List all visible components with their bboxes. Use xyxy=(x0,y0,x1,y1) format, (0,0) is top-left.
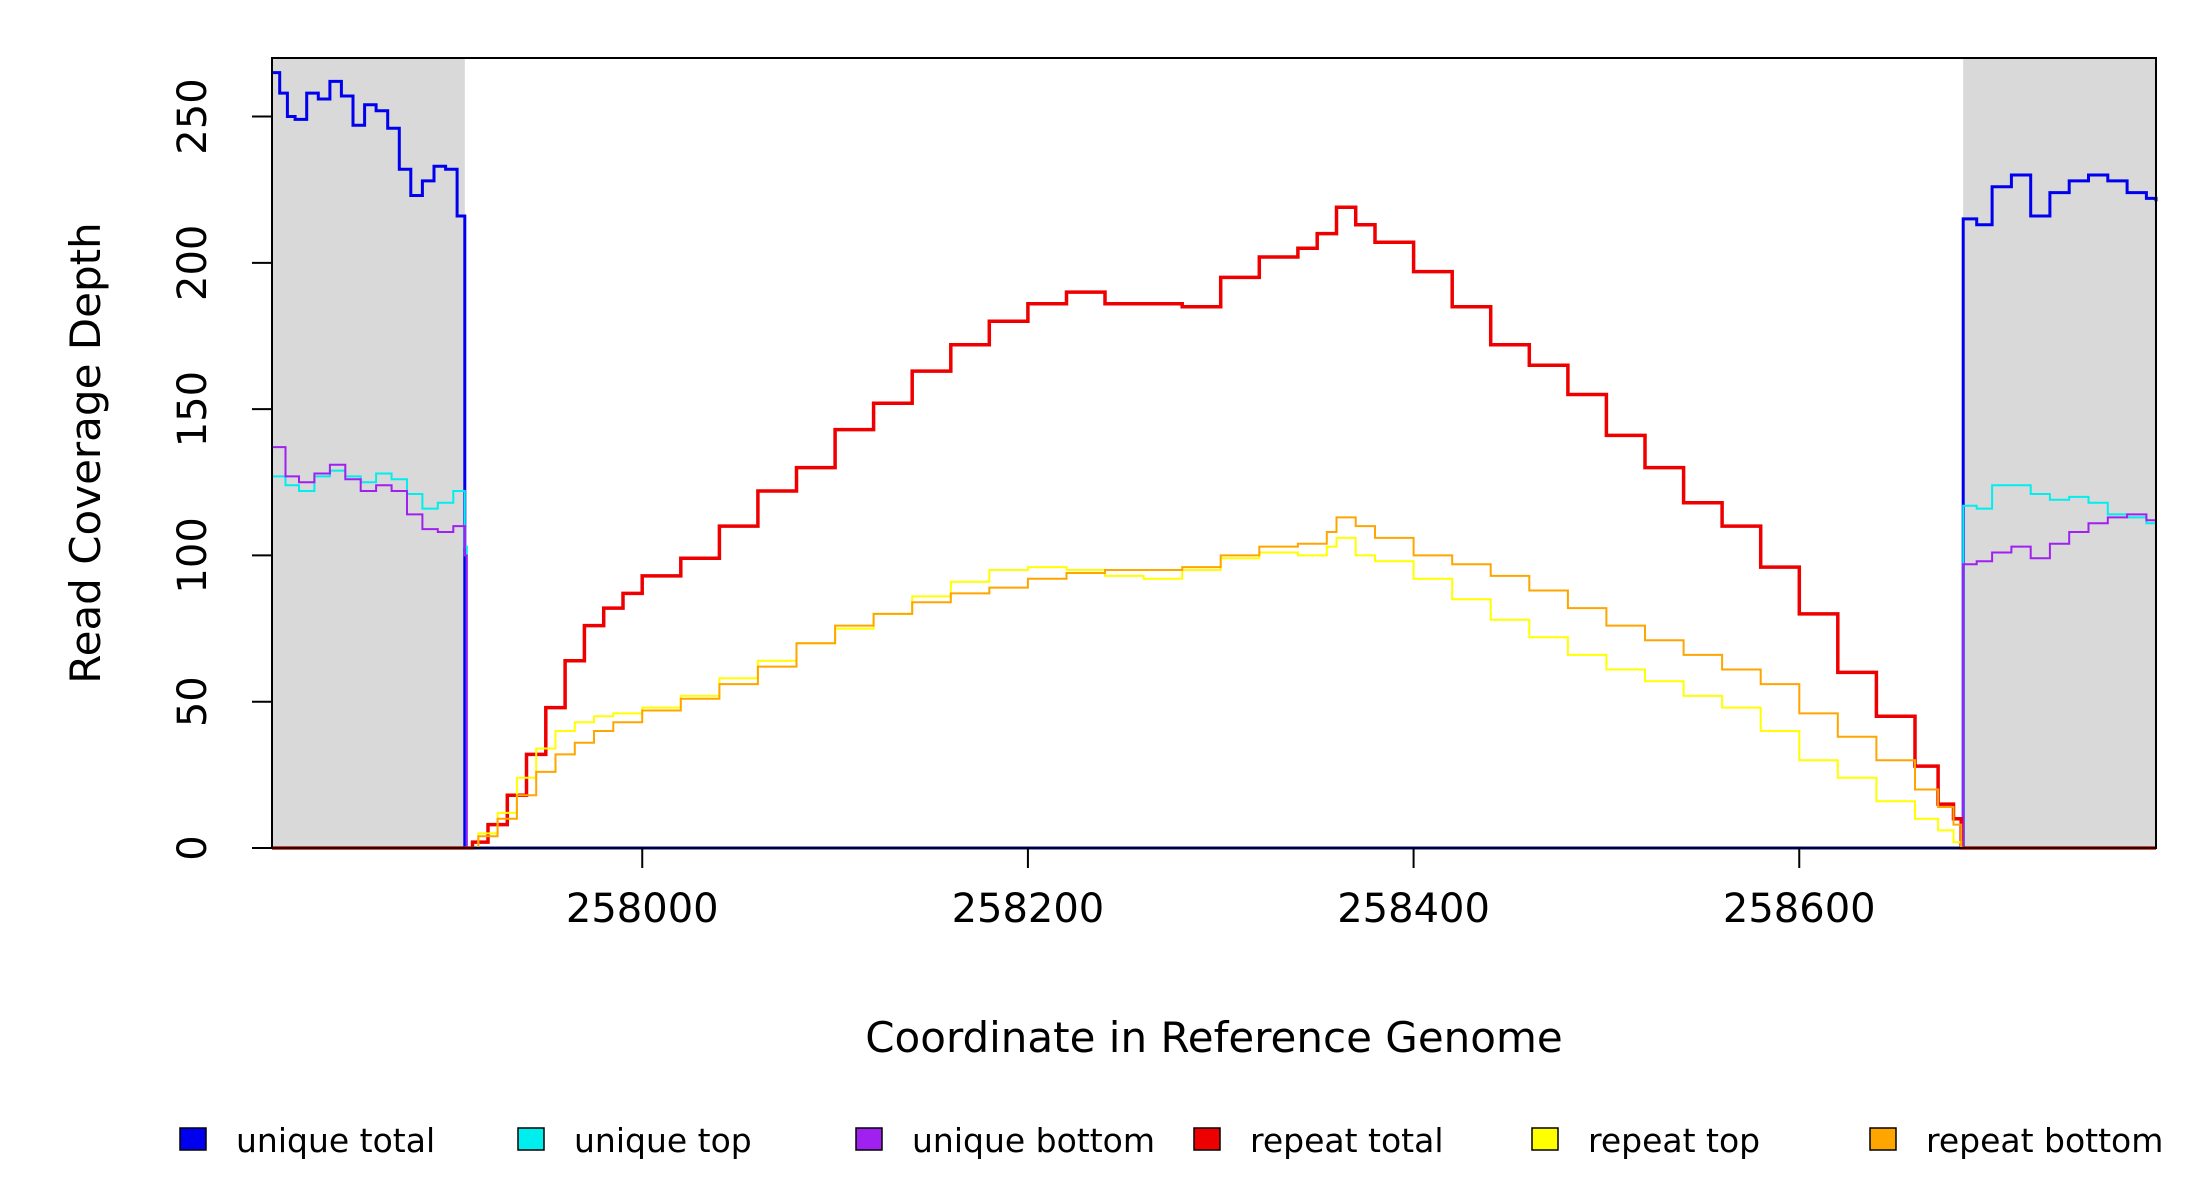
legend-swatch-unique-total xyxy=(179,1127,207,1151)
shaded-region-1 xyxy=(272,58,465,848)
series-unique-top-line xyxy=(272,469,2157,849)
legend-swatch-repeat-total xyxy=(1193,1127,1221,1151)
y-tick-label: 200 xyxy=(170,225,216,301)
series-repeat-top-line xyxy=(272,536,2156,849)
series-repeat-total-line xyxy=(272,205,2156,850)
series-unique-total-line xyxy=(272,71,2158,850)
series-unique-bottom-line xyxy=(272,446,2156,849)
x-tick-label: 258000 xyxy=(566,886,719,932)
legend-label-repeat-bottom: repeat bottom xyxy=(1926,1121,2163,1160)
legend-label-repeat-top: repeat top xyxy=(1588,1121,1760,1160)
y-tick-label: 250 xyxy=(170,78,216,154)
legend-label-unique-bottom: unique bottom xyxy=(912,1121,1155,1160)
x-axis: 258000 258200 258400 258600 xyxy=(566,848,1876,932)
legend-swatch-unique-top xyxy=(517,1127,545,1151)
y-tick-label: 150 xyxy=(170,371,216,447)
plot-frame xyxy=(271,57,2157,849)
x-axis-title: Coordinate in Reference Genome xyxy=(865,1013,1563,1062)
y-axis-title: Read Coverage Depth xyxy=(61,222,110,683)
y-tick-label: 0 xyxy=(170,835,216,860)
x-tick-label: 258600 xyxy=(1723,886,1876,932)
y-axis: 0 50 100 150 200 250 xyxy=(170,78,272,861)
legend-swatch-repeat-top xyxy=(1531,1127,1559,1151)
shaded-region-2 xyxy=(1963,58,2156,848)
legend-label-unique-top: unique top xyxy=(574,1121,752,1160)
y-tick-label: 100 xyxy=(170,517,216,593)
x-tick-label: 258200 xyxy=(952,886,1105,932)
legend: unique total unique top unique bottom repea… xyxy=(179,1121,2163,1160)
legend-swatch-repeat-bottom xyxy=(1869,1127,1897,1151)
series-repeat-bottom-line xyxy=(272,516,2156,849)
shaded-regions xyxy=(272,58,2156,848)
x-tick-label: 258400 xyxy=(1337,886,1490,932)
series-lines xyxy=(272,71,2158,850)
legend-swatch-unique-bottom xyxy=(855,1127,883,1151)
legend-label-unique-total: unique total xyxy=(236,1121,435,1160)
y-tick-label: 50 xyxy=(170,676,216,727)
legend-label-repeat-total: repeat total xyxy=(1250,1121,1444,1160)
